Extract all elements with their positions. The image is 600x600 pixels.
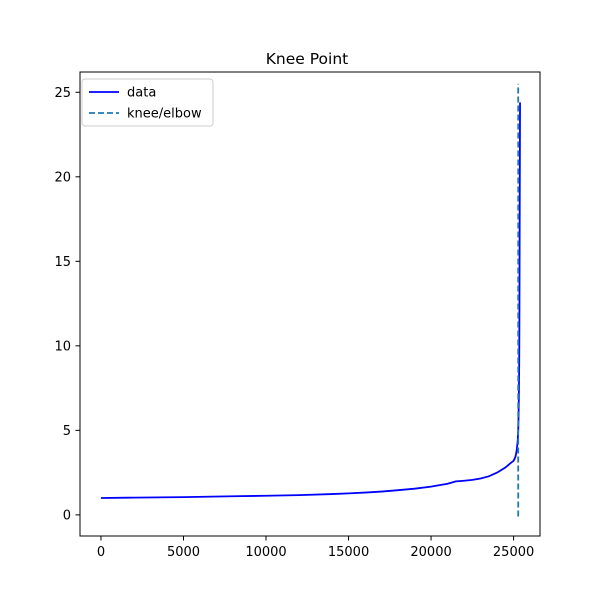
- series-line-data: [100, 102, 521, 499]
- legend-label-knee-elbow: knee/elbow: [127, 107, 202, 122]
- y-tick-label: 10: [54, 339, 71, 354]
- x-tick-label: 20000: [410, 545, 451, 560]
- y-tick-label: 5: [63, 424, 71, 439]
- y-tick-label: 0: [63, 508, 71, 523]
- axes-frame: [79, 71, 541, 537]
- x-tick-label: 0: [97, 545, 105, 560]
- x-tick-label: 15000: [328, 545, 369, 560]
- y-tick-label: 15: [54, 255, 71, 270]
- legend: data knee/elbow: [81, 78, 214, 127]
- legend-frame: [81, 78, 214, 127]
- x-tick-label: 10000: [245, 545, 286, 560]
- y-tick-label: 25: [54, 86, 71, 101]
- chart-title: Knee Point: [266, 50, 348, 68]
- y-tick-label: 20: [54, 170, 71, 185]
- axes: 0 5000 10000 15000 20000 25000 0 5 10 15 20 25: [54, 71, 541, 560]
- plot-area: [100, 83, 521, 517]
- x-tick-label: 5000: [167, 545, 200, 560]
- legend-label-data: data: [127, 86, 156, 101]
- x-tick-label: 25000: [493, 545, 534, 560]
